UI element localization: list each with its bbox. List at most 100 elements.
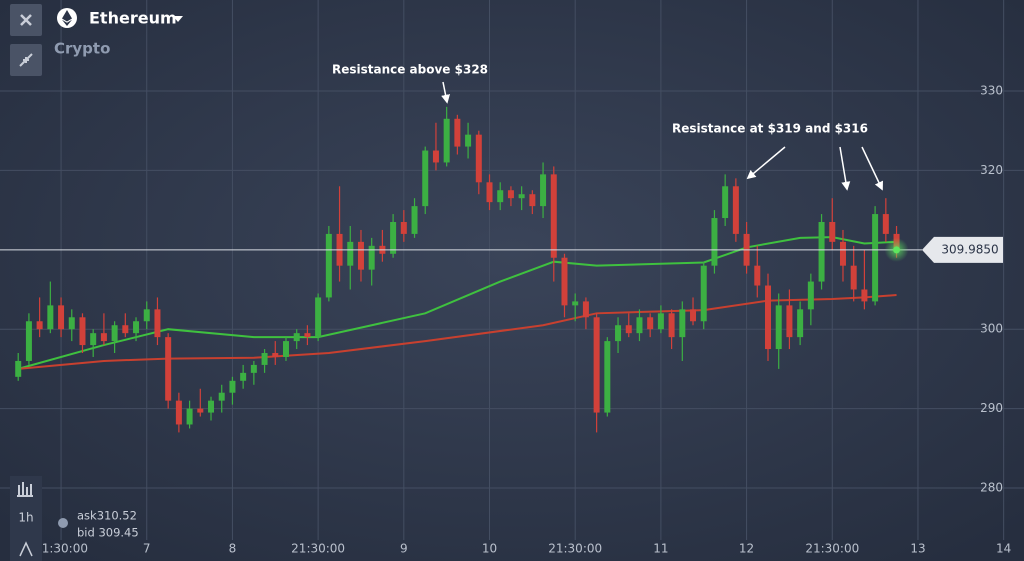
candle-body: [593, 317, 600, 413]
candle-body: [497, 190, 504, 203]
x-tick-label: 10: [482, 542, 497, 556]
candle-body: [818, 222, 825, 282]
candle-body: [572, 301, 579, 306]
candle-body: [786, 305, 793, 338]
candle-body: [293, 333, 300, 342]
candle-body: [347, 241, 354, 266]
candle-body: [186, 408, 193, 425]
candle-body: [79, 317, 86, 346]
x-tick-label: 8: [229, 542, 237, 556]
candle-body: [604, 341, 611, 413]
annotation-arrow: [746, 146, 786, 180]
y-tick-label: 300: [980, 322, 1003, 336]
candle-body: [722, 186, 729, 219]
asset-icon-glyph: [62, 10, 72, 26]
candle-body: [368, 245, 375, 270]
timeframe-button[interactable]: 1h: [18, 511, 33, 525]
candle-body: [282, 341, 289, 357]
candle-body: [15, 360, 22, 377]
x-tick-label: 13: [910, 542, 925, 556]
candle-body: [615, 325, 622, 342]
candle-body: [304, 333, 311, 338]
axis-labels: 280 290 300 320 330 21:30:00 7 8 21:30:00 9 10 21:3…: [34, 83, 1011, 555]
candle-body: [315, 297, 322, 338]
x-tick-label: 21:30:00: [805, 542, 859, 556]
ask-price: ask310.52: [77, 509, 137, 523]
candle-body: [636, 317, 643, 334]
y-tick-label: 280: [980, 480, 1003, 494]
candle-body: [754, 265, 761, 286]
x-tick-label: 14: [996, 542, 1011, 556]
candle-body: [679, 309, 686, 338]
asset-title[interactable]: Ethereum: [89, 9, 177, 28]
candle-body: [711, 218, 718, 266]
candle-body: [250, 364, 257, 373]
candle-body: [58, 305, 65, 330]
candle-body: [261, 353, 268, 365]
candle-body: [839, 241, 846, 266]
candle-body: [486, 182, 493, 203]
candle-body: [443, 118, 450, 163]
candle-body: [197, 408, 204, 413]
candle-body: [797, 309, 804, 338]
candle-body: [657, 313, 664, 330]
info-icon[interactable]: [58, 518, 68, 528]
candle-body: [700, 265, 707, 322]
x-tick-label: 11: [653, 542, 668, 556]
candle-body: [154, 309, 161, 338]
candle-body: [550, 174, 557, 258]
candle-body: [272, 353, 279, 357]
x-tick-label: 12: [739, 542, 754, 556]
candle-body: [400, 222, 407, 234]
candle-body: [529, 194, 536, 207]
moving-average-line: [17, 236, 897, 370]
candle-body: [690, 309, 697, 322]
annotation-arrow: [441, 81, 451, 104]
candle-body: [357, 241, 364, 270]
candle-body: [561, 257, 568, 306]
close-icon: [20, 14, 32, 26]
annotation: Resistance above $328: [332, 63, 488, 77]
candle-body: [165, 337, 172, 401]
indicators-button[interactable]: [19, 541, 33, 557]
candle-body: [732, 186, 739, 234]
candle-body: [432, 150, 439, 163]
candle-body: [422, 150, 429, 207]
candle-body: [218, 392, 225, 401]
candle-body: [208, 400, 215, 413]
price-dot: [893, 246, 901, 254]
candle-body: [325, 233, 332, 298]
x-tick-label: 21:30:00: [548, 542, 602, 556]
candle-body: [775, 305, 782, 350]
candle-body: [25, 321, 32, 361]
candle-body: [507, 190, 514, 199]
candle-body: [122, 325, 129, 334]
candle-body: [647, 317, 654, 330]
price-marker: 309.9850: [0, 236, 1003, 263]
price-tag-label: 309.9850: [941, 242, 998, 256]
annotation-arrow: [839, 146, 851, 191]
candle-body: [143, 309, 150, 322]
candle-body: [133, 321, 140, 334]
candle-body: [625, 325, 632, 334]
dropdown-caret[interactable]: [173, 16, 183, 22]
candle-body: [175, 400, 182, 425]
chart-type-button[interactable]: [17, 482, 33, 497]
x-tick-label: 21:30:00: [34, 542, 88, 556]
candle-body: [100, 333, 107, 342]
candle-body: [882, 214, 889, 234]
candle-body: [518, 194, 525, 199]
candle-body: [582, 301, 589, 318]
candle-body: [90, 333, 97, 346]
candle-body: [465, 134, 472, 147]
candle-body: [36, 321, 43, 330]
annotation-arrow: [861, 146, 883, 191]
candle-body: [850, 265, 857, 290]
candle-body: [540, 174, 547, 207]
candle-body: [861, 289, 868, 302]
candle-body: [829, 222, 836, 242]
candle-body: [111, 325, 118, 342]
candle-body: [240, 372, 247, 381]
